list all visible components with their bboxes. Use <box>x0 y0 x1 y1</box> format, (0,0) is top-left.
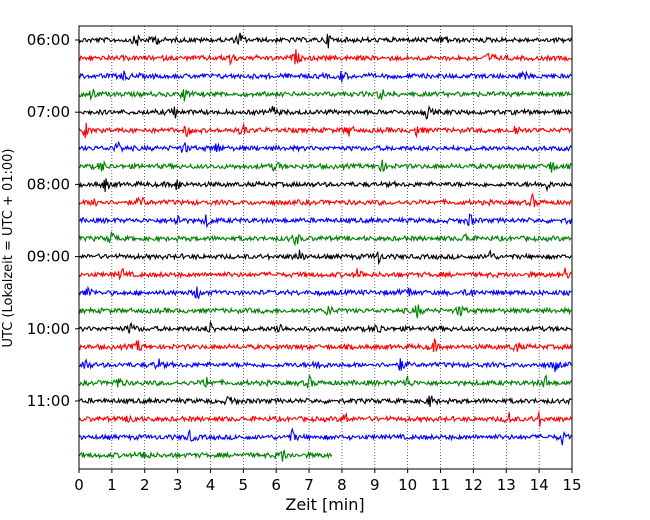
grid-lines <box>111 26 540 469</box>
x-tick-label: 7 <box>304 476 314 494</box>
seismic-traces <box>78 32 572 462</box>
trace-10:00 <box>78 320 572 334</box>
x-tick-label: 4 <box>206 476 216 494</box>
trace-09:00 <box>78 249 572 266</box>
x-tick-label: 6 <box>271 476 281 494</box>
y-tick-label: 09:00 <box>27 248 70 266</box>
x-tick-label: 8 <box>337 476 347 494</box>
x-axis-label: Zeit [min] <box>285 495 364 514</box>
trace-11:30 <box>78 427 572 446</box>
trace-11:00 <box>78 395 572 408</box>
plot-frame <box>78 25 573 470</box>
trace-11:45 <box>78 449 333 462</box>
trace-08:30 <box>78 213 572 229</box>
x-axis-ticks: 0 1 2 3 4 5 6 7 8 9 10 11 12 13 14 15 <box>74 469 582 494</box>
trace-08:00 <box>78 178 572 193</box>
x-tick-label: 5 <box>239 476 249 494</box>
trace-09:45 <box>78 304 572 319</box>
trace-06:30 <box>78 70 572 83</box>
trace-07:15 <box>78 122 572 139</box>
trace-07:00 <box>78 104 572 120</box>
x-tick-label: 3 <box>173 476 183 494</box>
trace-06:00 <box>78 32 572 49</box>
trace-08:45 <box>78 231 572 247</box>
y-tick-label: 11:00 <box>27 392 70 410</box>
x-tick-label: 10 <box>398 476 417 494</box>
x-tick-label: 12 <box>464 476 483 494</box>
trace-07:30 <box>78 140 572 154</box>
trace-10:15 <box>78 337 572 353</box>
trace-11:15 <box>78 411 572 427</box>
x-tick-label: 14 <box>530 476 549 494</box>
trace-10:45 <box>78 373 572 389</box>
y-axis-label: UTC (Lokalzeit = UTC + 01:00) <box>1 149 16 348</box>
y-tick-label: 10:00 <box>27 320 70 338</box>
x-tick-label: 2 <box>140 476 150 494</box>
x-tick-label: 15 <box>562 476 581 494</box>
trace-09:15 <box>78 267 572 281</box>
x-tick-label: 0 <box>74 476 84 494</box>
x-tick-label: 1 <box>107 476 117 494</box>
x-tick-label: 11 <box>431 476 450 494</box>
x-tick-label: 9 <box>370 476 380 494</box>
y-tick-label: 06:00 <box>27 31 70 49</box>
trace-08:15 <box>78 192 572 208</box>
trace-09:30 <box>78 285 572 300</box>
y-tick-label: 08:00 <box>27 175 70 193</box>
trace-06:45 <box>78 88 572 102</box>
trace-07:45 <box>78 159 572 173</box>
x-tick-label: 13 <box>497 476 516 494</box>
y-tick-label: 07:00 <box>27 103 70 121</box>
y-axis-ticks: 06:00 07:00 08:00 09:00 10:00 11:00 <box>27 31 79 410</box>
trace-06:15 <box>78 49 572 67</box>
trace-10:30 <box>78 358 572 372</box>
